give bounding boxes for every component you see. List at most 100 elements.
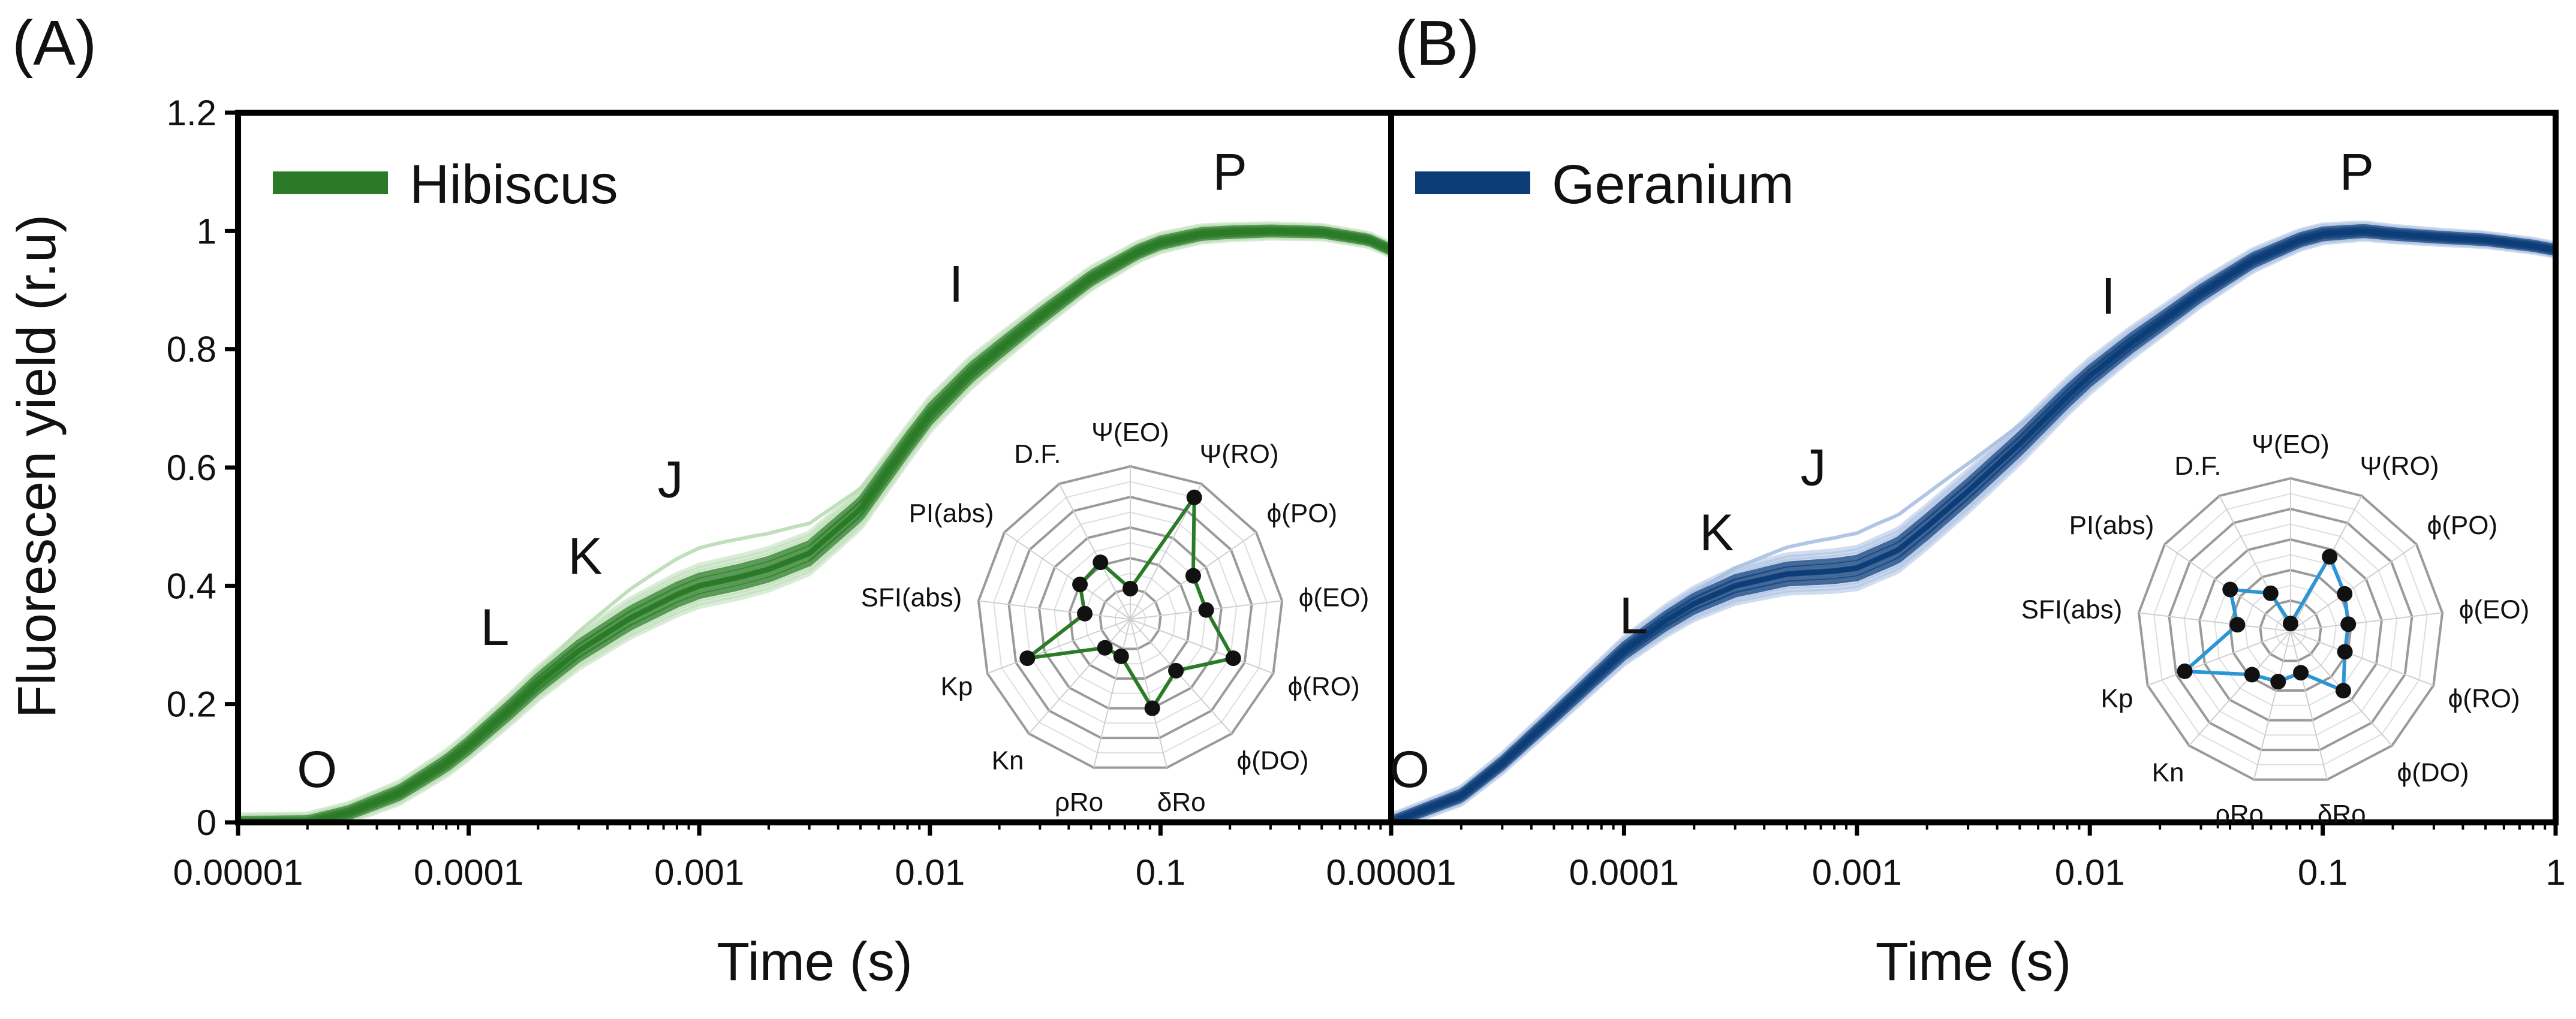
radar-grid-ring — [2153, 493, 2428, 765]
y-tick-label: 0 — [197, 803, 216, 843]
radar-axis-label: Ψ(RO) — [2360, 451, 2439, 481]
radar-grid-ring — [1099, 587, 1162, 650]
radar-inset: Ψ(EO) Ψ(RO) ϕ(PO) ϕ(EO) ϕ(RO) ϕ(DO) δRo ρRo Kn Kp… — [2021, 430, 2530, 829]
x-axis-label: Time (s) — [717, 932, 913, 992]
stage-label-l: L — [1620, 587, 1648, 644]
radar-point — [2337, 644, 2353, 660]
x-tick-label: 1 — [2545, 852, 2565, 893]
x-tick-label: 0.001 — [1812, 852, 1902, 893]
x-tick-label: 0.00001 — [173, 852, 303, 893]
radar-axis-label: D.F. — [1014, 439, 1061, 469]
radar-point — [1077, 605, 1093, 622]
radar-point — [1198, 602, 1214, 618]
radar-grid-ring — [2259, 599, 2322, 662]
radar-point — [1186, 489, 1202, 505]
radar-grid-ring — [2183, 523, 2398, 736]
plot-frame — [1388, 110, 2559, 825]
radar-grid-ring — [1114, 603, 1146, 635]
radar-axis-label: Kn — [2152, 758, 2184, 787]
radar-spoke — [2290, 631, 2434, 686]
radar-axis-label: Ψ(EO) — [2252, 430, 2330, 459]
radar-axis-label: SFI(abs) — [2021, 595, 2123, 624]
radar-spoke — [987, 619, 1131, 674]
radar-axis-label: D.F. — [2174, 451, 2221, 481]
radar-point — [1185, 568, 1201, 584]
stage-label-p: P — [2340, 143, 2374, 201]
radar-point — [1072, 577, 1088, 593]
panel-label-a: (A) — [12, 8, 97, 79]
radar-spoke — [978, 600, 1131, 620]
radar-axis-label: ϕ(DO) — [2397, 758, 2469, 787]
x-tick-label: 0.0001 — [1569, 852, 1680, 893]
panel-label-b: (B) — [1395, 8, 1479, 79]
x-tick-label: 0.01 — [895, 852, 965, 893]
radar-grid-ring — [977, 465, 1284, 769]
radar-grid-ring — [2168, 507, 2414, 752]
stage-label-l: L — [481, 599, 510, 656]
stage-label-j: J — [658, 451, 684, 508]
x-tick-label: 0.01 — [2055, 852, 2125, 893]
radar-axis-label: δRo — [1157, 788, 1206, 817]
radar-axis-label: SFI(abs) — [861, 583, 962, 612]
radar-axis-label: ϕ(PO) — [1267, 499, 1338, 528]
radar-grid-ring — [1007, 495, 1253, 740]
stage-label-i: I — [949, 256, 964, 313]
stage-label-o: O — [297, 741, 337, 798]
radar-grid-ring — [1023, 511, 1238, 724]
radar-axis-label: ϕ(PO) — [2427, 511, 2498, 540]
radar-point — [2337, 586, 2353, 602]
radar-axis-label: PI(abs) — [2069, 511, 2154, 540]
replicate-curve-core — [238, 224, 1393, 822]
radar-point — [2322, 548, 2338, 565]
x-tick-label: 0.1 — [1136, 852, 1185, 893]
y-tick-label: 1 — [197, 211, 216, 251]
radar-inset: Ψ(EO) Ψ(RO) ϕ(PO) ϕ(EO) ϕ(RO) ϕ(DO) δRo ρRo Kn Kp… — [861, 418, 1370, 817]
radar-point — [2283, 616, 2298, 632]
stage-label-k: K — [568, 528, 602, 586]
radar-point — [2340, 616, 2357, 632]
radar-spoke — [1130, 619, 1167, 768]
radar-grid-ring — [1084, 572, 1176, 665]
radar-spoke — [1130, 619, 1274, 674]
radar-point — [1123, 581, 1138, 596]
radar-spoke — [2290, 631, 2328, 780]
radar-point — [2177, 663, 2193, 679]
radar-axis-label: Kp — [2101, 684, 2133, 713]
radar-axis-label: ϕ(EO) — [2459, 595, 2530, 624]
x-tick-label: 0.00001 — [1326, 852, 1456, 893]
x-tick-label: 0.001 — [654, 852, 744, 893]
radar-spoke — [1004, 532, 1131, 620]
radar-grid-ring — [1038, 526, 1223, 710]
legend-label: Hibiscus — [410, 154, 618, 215]
radar-spoke — [2147, 631, 2291, 686]
legend-label: Geranium — [1552, 154, 1794, 215]
radar-spoke — [1058, 483, 1131, 620]
legend-swatch — [273, 171, 388, 194]
radar-axis-label: Kp — [941, 672, 973, 701]
radar-spoke — [2189, 631, 2291, 746]
x-tick-label: 0.00001 — [1326, 852, 1456, 893]
radar-axis-label: Kn — [992, 746, 1024, 775]
panel-geranium: (B) 0.00001 0.0001 0.001 0.01 0.1 1 Time (s) Ge… — [1326, 8, 2566, 992]
radar-axis-label: ϕ(RO) — [1288, 672, 1360, 701]
stage-label-k: K — [1699, 504, 1734, 562]
stage-label-p: P — [1212, 143, 1247, 201]
radar-point — [1144, 700, 1160, 716]
radar-point — [1093, 554, 1109, 571]
x-tick-label: 0.1 — [2298, 852, 2348, 893]
x-tick-label: 0.0001 — [414, 852, 524, 893]
radar-point — [1113, 648, 1129, 664]
radar-point — [2262, 585, 2279, 601]
radar-point — [1097, 640, 1113, 656]
radar-axis-label: ρRo — [2215, 800, 2264, 829]
radar-spoke — [2290, 612, 2443, 632]
radar-axis-label: δRo — [2318, 800, 2366, 829]
radar-point — [2335, 683, 2351, 699]
radar-axis-label: Ψ(RO) — [1199, 439, 1278, 469]
y-tick-label: 0.6 — [167, 448, 216, 488]
radar-axis-label: ϕ(EO) — [1299, 583, 1370, 612]
y-tick-label: 1.2 — [167, 93, 216, 133]
radar-axis-label: ϕ(RO) — [2448, 684, 2520, 713]
